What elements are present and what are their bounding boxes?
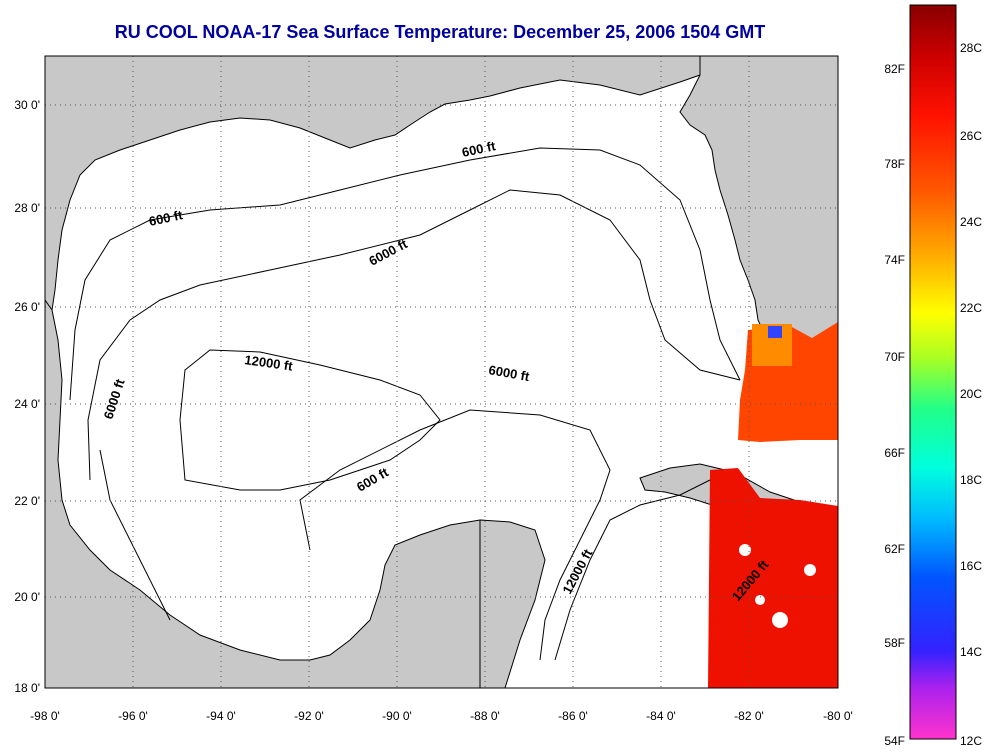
y-tick-label: 18 0' xyxy=(14,681,40,695)
colorbar-c-label: 26C xyxy=(960,129,982,143)
contour-600ft xyxy=(69,147,741,401)
x-tick-label: -92 0' xyxy=(294,709,324,723)
colorbar-f-label: 74F xyxy=(884,253,905,267)
cloud-gap xyxy=(804,564,816,576)
colorbar-f-label: 58F xyxy=(884,636,905,650)
y-tick-label: 26 0' xyxy=(14,300,40,314)
colorbar-c-label: 18C xyxy=(960,473,982,487)
map-frame xyxy=(44,55,839,689)
colorbar-f-label: 78F xyxy=(884,157,905,171)
contour-12000ft-channel xyxy=(554,479,711,661)
y-tick-label: 22 0' xyxy=(14,494,40,508)
map-grid xyxy=(45,56,838,688)
y-axis: 18 0' 20 0' 22 0' 24 0' 26 0' 28 0' 30 0… xyxy=(14,98,40,695)
colorbar-c-label: 22C xyxy=(960,301,982,315)
y-tick-label: 28 0' xyxy=(14,201,40,215)
depth-label: 600 ft xyxy=(148,207,185,229)
depth-label: 6000 ft xyxy=(487,362,531,384)
colorbar-f-label: 70F xyxy=(884,350,905,364)
depth-label: 600 ft xyxy=(461,138,498,160)
y-tick-label: 24 0' xyxy=(14,397,40,411)
contour-6000ft xyxy=(87,189,741,481)
land-us-gulf-coast xyxy=(45,56,721,311)
colorbar-c-label: 12C xyxy=(960,734,982,748)
cloud-gap xyxy=(772,612,788,628)
depth-label: 12000 ft xyxy=(244,352,295,374)
colorbar-c-label: 16C xyxy=(960,559,982,573)
y-tick-label: 20 0' xyxy=(14,590,40,604)
x-tick-label: -82 0' xyxy=(734,709,764,723)
x-tick-label: -84 0' xyxy=(646,709,676,723)
colorbar: 82F 78F 74F 70F 66F 62F 58F 54F 28C 26C … xyxy=(884,4,982,748)
x-tick-label: -90 0' xyxy=(382,709,412,723)
x-tick-label: -96 0' xyxy=(118,709,148,723)
colorbar-c-label: 24C xyxy=(960,215,982,229)
colorbar-c-label: 20C xyxy=(960,387,982,401)
map-title: RU COOL NOAA-17 Sea Surface Temperature:… xyxy=(114,22,766,42)
colorbar-f-label: 54F xyxy=(884,734,905,748)
contour-6000ft-south xyxy=(99,409,611,661)
cloud-gap xyxy=(755,595,765,605)
land-yucatan xyxy=(479,519,546,688)
cloud-gap xyxy=(739,544,751,556)
x-tick-label: -86 0' xyxy=(558,709,588,723)
sst-swath-caribbean xyxy=(708,468,838,688)
colorbar-c-label: 14C xyxy=(960,645,982,659)
x-tick-label: -80 0' xyxy=(823,709,853,723)
x-tick-label: -94 0' xyxy=(206,709,236,723)
colorbar-f-label: 62F xyxy=(884,542,905,556)
contour-12000ft xyxy=(179,349,441,491)
colorbar-f-label: 66F xyxy=(884,446,905,460)
colorbar-gradient xyxy=(909,4,957,740)
x-tick-label: -98 0' xyxy=(30,709,60,723)
colorbar-f-label: 82F xyxy=(884,62,905,76)
colorbar-c-label: 28C xyxy=(960,41,982,55)
x-axis: -98 0' -96 0' -94 0' -92 0' -90 0' -88 0… xyxy=(30,709,853,723)
sst-cool-patch xyxy=(768,326,782,338)
x-tick-label: -88 0' xyxy=(470,709,500,723)
y-tick-label: 30 0' xyxy=(14,98,40,112)
